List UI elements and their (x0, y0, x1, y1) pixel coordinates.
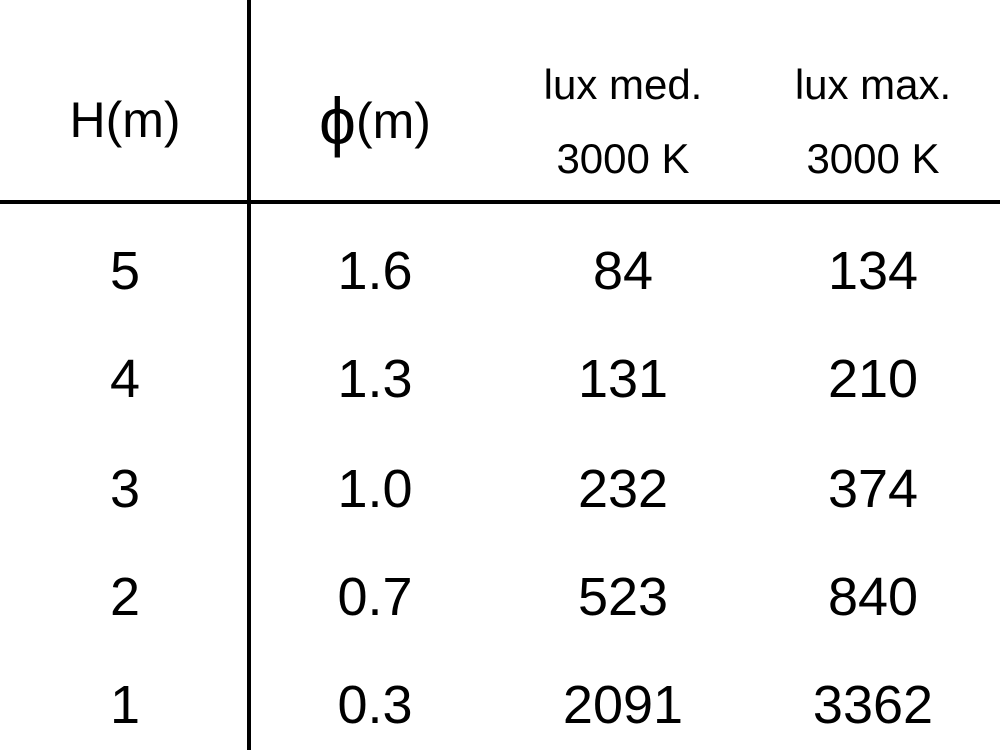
header-height: H(m) (69, 92, 181, 148)
cell-lux-med: 84 (592, 241, 654, 301)
cell-lux-max: 210 (827, 349, 919, 409)
cell-lux-max: 374 (827, 459, 919, 519)
cell-height: 3 (109, 459, 141, 519)
cell-diameter: 1.6 (337, 241, 413, 301)
header-lux-med: lux med. (543, 61, 703, 108)
header-lux-med-temp: 3000 K (556, 135, 690, 182)
column-divider (247, 0, 251, 750)
cell-diameter: 1.3 (337, 349, 413, 409)
header-diameter-unit: (m) (356, 93, 431, 149)
cell-lux-med: 131 (577, 349, 669, 409)
header-diameter: ϕ(m) (250, 88, 500, 154)
cell-height: 1 (109, 675, 141, 735)
cell-lux-med: 232 (577, 459, 669, 519)
cell-height: 5 (109, 241, 141, 301)
cell-diameter: 0.7 (337, 567, 413, 627)
phi-symbol: ϕ (319, 84, 356, 158)
cell-lux-max: 134 (827, 241, 919, 301)
cell-height: 2 (109, 567, 141, 627)
cell-lux-max: 3362 (812, 675, 934, 735)
cell-diameter: 0.3 (337, 675, 413, 735)
header-divider (0, 200, 1000, 204)
cell-lux-max: 840 (827, 567, 919, 627)
cell-height: 4 (109, 349, 141, 409)
header-lux-max: lux max. (794, 61, 952, 108)
cell-lux-med: 523 (577, 567, 669, 627)
cell-lux-med: 2091 (562, 675, 684, 735)
cell-diameter: 1.0 (337, 459, 413, 519)
header-lux-max-temp: 3000 K (806, 135, 940, 182)
